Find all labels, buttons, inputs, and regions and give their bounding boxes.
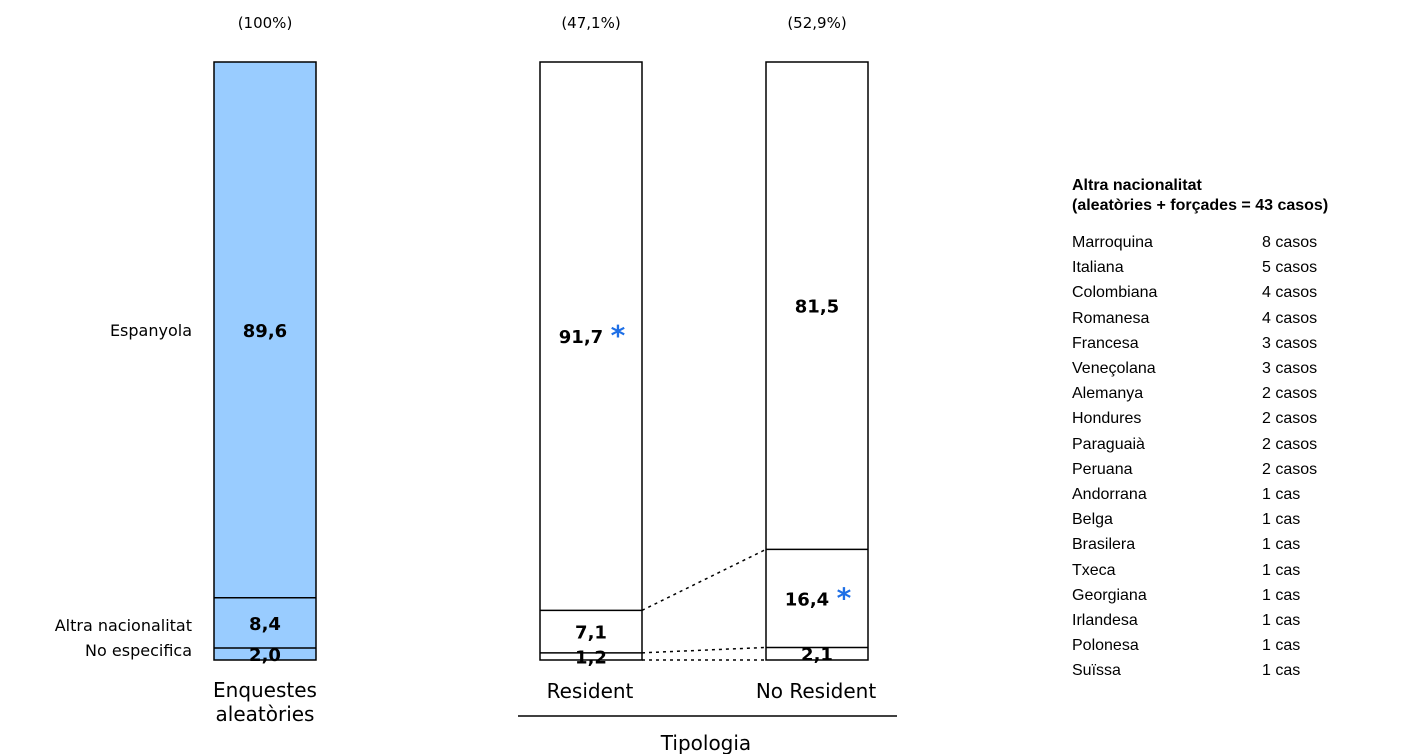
category-label-line: aleatòries <box>216 702 315 726</box>
data-label: 8,4 <box>249 614 281 635</box>
data-label: 7,1 <box>575 623 607 644</box>
nationality-cases: 1 cas <box>1262 511 1301 529</box>
nationality-name: Georgiana <box>1072 586 1147 604</box>
nationality-name: Alemanya <box>1072 385 1144 403</box>
nationality-name: Polonesa <box>1072 637 1139 655</box>
table-row: Paraguaià 2 casos <box>1072 432 1416 457</box>
data-label: 2,0 <box>249 645 281 666</box>
nationality-name: Txeca <box>1072 561 1116 579</box>
table-row: Brasilera 1 cas <box>1072 532 1416 557</box>
nationality-list: Marroquina 8 casos Italiana 5 casos Colombia… <box>1072 230 1416 684</box>
nationality-cases: 1 cas <box>1262 662 1301 680</box>
table-row: Peruana 2 casos <box>1072 457 1416 482</box>
nationality-cases: 5 casos <box>1262 259 1318 277</box>
table-row: Alemanya 2 casos <box>1072 381 1416 406</box>
nationality-name: Romanesa <box>1072 309 1150 327</box>
connector-line <box>641 646 767 654</box>
series-label: Espanyola <box>110 321 192 340</box>
group-label: Tipologia <box>660 731 751 754</box>
table-row: Colombiana 4 casos <box>1072 280 1416 305</box>
nationality-name: Hondures <box>1072 410 1142 428</box>
table-row: Francesa 3 casos <box>1072 331 1416 356</box>
table-row: Romanesa 4 casos <box>1072 306 1416 331</box>
nationality-name: Francesa <box>1072 334 1139 352</box>
nationality-cases: 1 cas <box>1262 586 1301 604</box>
nationality-name: Suïssa <box>1072 662 1121 680</box>
bar-2 <box>765 61 869 661</box>
connector-line <box>641 548 767 612</box>
category-label: No Resident <box>756 679 877 703</box>
category-label: Resident <box>547 679 634 703</box>
nationality-name: Brasilera <box>1072 536 1136 554</box>
nationality-cases: 1 cas <box>1262 561 1301 579</box>
nationality-cases: 2 casos <box>1262 435 1318 453</box>
nationality-name: Italiana <box>1072 259 1124 277</box>
bar-share-label: (52,9%) <box>787 14 846 32</box>
data-label: 89,6 <box>243 321 287 342</box>
table-subtitle: (aleatòries + forçades = 43 casos) <box>1072 197 1329 214</box>
nationality-cases: 1 cas <box>1262 536 1301 554</box>
table-row: Irlandesa 1 cas <box>1072 608 1416 633</box>
bar-share-label: (47,1%) <box>561 14 620 32</box>
table-row: Veneçolana 3 casos <box>1072 356 1416 381</box>
nationality-name: Belga <box>1072 511 1113 529</box>
table-row: Suïssa 1 cas <box>1072 658 1416 683</box>
nationality-cases: 4 casos <box>1262 309 1318 327</box>
nationality-name: Irlandesa <box>1072 612 1138 630</box>
category-label: Enquestes aleatòries <box>213 678 317 726</box>
nationality-name: Marroquina <box>1072 234 1153 251</box>
series-label: No especifica <box>85 641 192 660</box>
significance-marker: * <box>611 319 626 352</box>
table-row: Hondures 2 casos <box>1072 406 1416 431</box>
nationality-cases: 4 casos <box>1262 284 1318 302</box>
nationality-cases: 2 casos <box>1262 410 1318 428</box>
nationality-cases: 3 casos <box>1262 334 1318 352</box>
nationality-cases: 3 casos <box>1262 360 1318 378</box>
table-row: Polonesa 1 cas <box>1072 633 1416 658</box>
table-row: Andorrana 1 cas <box>1072 482 1416 507</box>
bar-1 <box>539 61 643 661</box>
bar-share-label: (100%) <box>238 14 293 32</box>
significance-marker: * <box>837 581 852 614</box>
nationality-name: Paraguaià <box>1072 435 1145 453</box>
data-label: 16,4 <box>785 589 829 610</box>
data-label: 1,2 <box>575 647 607 668</box>
nationality-name: Colombiana <box>1072 284 1158 302</box>
nationality-cases: 2 casos <box>1262 460 1318 478</box>
nationality-name: Andorrana <box>1072 486 1147 504</box>
table-row: Georgiana 1 cas <box>1072 583 1416 608</box>
nationality-cases: 1 cas <box>1262 637 1301 655</box>
nationality-name: Peruana <box>1072 460 1133 478</box>
series-label: Altra nacionalitat <box>55 616 192 635</box>
nationality-cases: 8 casos <box>1262 234 1318 251</box>
nationality-cases: 1 cas <box>1262 486 1301 504</box>
nationality-cases: 1 cas <box>1262 612 1301 630</box>
category-label-line: Enquestes <box>213 678 317 702</box>
nationality-name: Veneçolana <box>1072 360 1156 378</box>
table-row: Italiana 5 casos <box>1072 255 1416 280</box>
table-row: Txeca 1 cas <box>1072 558 1416 583</box>
data-label: 91,7 <box>559 327 603 348</box>
nationality-cases: 2 casos <box>1262 385 1318 403</box>
table-row: Marroquina 8 casos <box>1072 230 1416 255</box>
table-title: Altra nacionalitat <box>1072 177 1202 194</box>
bar-0 <box>213 61 317 661</box>
other-nationality-table: Altra nacionalitat (aleatòries + forçade… <box>1072 176 1416 684</box>
data-label: 2,1 <box>801 645 833 666</box>
table-row: Belga 1 cas <box>1072 507 1416 532</box>
data-label: 81,5 <box>795 297 839 318</box>
